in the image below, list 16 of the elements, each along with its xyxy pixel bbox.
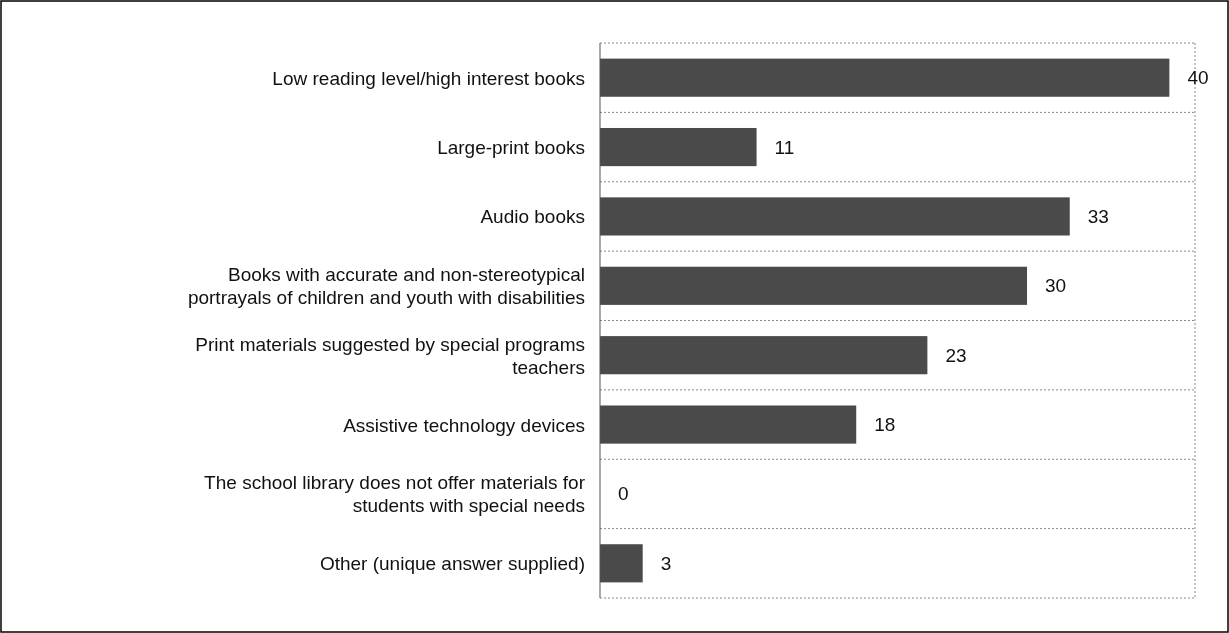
data-label: 33 [1087,205,1109,227]
y-tick-label: The school library does not offer materials for students with special needs [204,471,586,516]
data-label: 0 [618,483,629,505]
data-label: 30 [1045,275,1067,297]
data-label: 11 [774,136,795,158]
y-tick-label: Large-print books [437,136,585,158]
data-label: 23 [945,344,967,366]
data-label: 40 [1187,67,1209,89]
y-tick-label: Books with accurate and non-stereotypical portrayals of children and youth with disabilities [187,263,585,308]
y-tick-label: Assistive technology devices [343,414,585,436]
y-tick-label: Low reading level/high interest books [272,67,585,89]
y-tick-label: Audio books [480,205,585,227]
y-tick-label: Print materials suggested by special programs teachers [195,333,585,378]
y-tick-label: Other (unique answer supplied) [319,552,585,574]
data-label: 18 [874,414,896,436]
data-label: 3 [660,552,672,574]
